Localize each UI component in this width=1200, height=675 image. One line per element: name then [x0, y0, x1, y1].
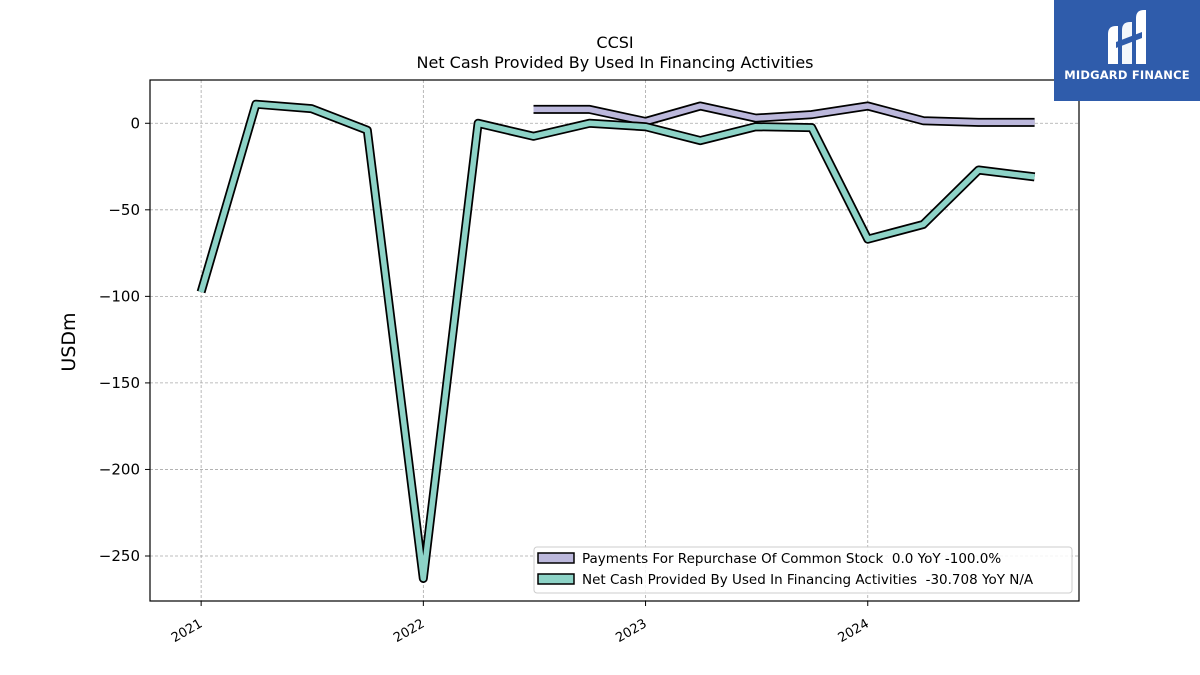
x-tick-label: 2024	[836, 616, 872, 646]
legend-swatch-financing	[537, 573, 575, 585]
y-axis-label: USDm	[58, 312, 80, 371]
series-line-financing-fill	[198, 101, 1035, 582]
series-line-financing-outline	[196, 99, 1036, 583]
series-line-repurchase	[533, 101, 1035, 127]
brand-logo: MIDGARD FINANCE	[1054, 0, 1200, 101]
series-line-financing	[196, 99, 1036, 583]
y-tick-label: −150	[99, 374, 140, 392]
y-tick-label: −250	[99, 547, 140, 565]
legend-label-repurchase: Payments For Repurchase Of Common Stock …	[582, 551, 1001, 567]
x-tick-label: 2022	[391, 616, 427, 646]
chart-title: CCSI	[596, 33, 633, 52]
y-ticks: 0 −50 −100 −150 −200 −250	[99, 114, 150, 565]
y-tick-label: −100	[99, 287, 140, 305]
series-lines	[196, 99, 1036, 583]
legend-box	[533, 546, 1073, 594]
y-tick-label: −50	[108, 201, 140, 219]
midgard-logo-icon	[1108, 10, 1146, 64]
y-tick-label: 0	[130, 114, 140, 132]
series-line-repurchase-fill	[533, 103, 1035, 126]
grid-lines	[150, 80, 1079, 601]
legend-label-financing: Net Cash Provided By Used In Financing A…	[582, 572, 1034, 588]
x-tick-label: 2023	[613, 616, 649, 646]
legend: Payments For Repurchase Of Common Stock …	[533, 546, 1073, 594]
chart-subtitle: Net Cash Provided By Used In Financing A…	[416, 53, 813, 72]
x-tick-label: 2021	[169, 616, 205, 646]
y-tick-label: −200	[99, 460, 140, 478]
plot-frame	[149, 79, 1080, 602]
x-ticks: 2021 2022 2023 2024	[169, 601, 872, 646]
legend-swatch-repurchase	[537, 552, 575, 564]
brand-logo-text: MIDGARD FINANCE	[1064, 68, 1190, 82]
